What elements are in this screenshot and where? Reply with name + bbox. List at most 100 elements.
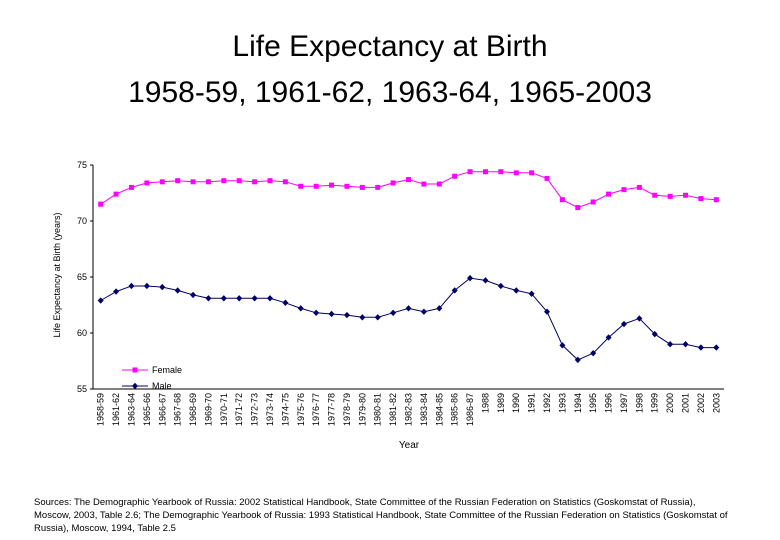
data-point-male xyxy=(605,334,612,341)
data-point-male xyxy=(451,287,458,294)
legend-marker-female xyxy=(132,367,138,373)
data-point-male xyxy=(313,309,320,317)
x-tick-label: 1990 xyxy=(511,393,521,413)
data-point-male xyxy=(482,277,489,284)
x-axis-label: Year xyxy=(399,440,420,451)
x-tick-label: 1985-86 xyxy=(450,393,460,426)
data-point-male xyxy=(174,287,181,294)
x-tick-label: 1968-69 xyxy=(188,393,198,426)
data-point-female xyxy=(205,179,211,185)
x-tick-label: 1958-59 xyxy=(96,393,106,426)
data-point-male xyxy=(113,288,120,295)
data-point-male xyxy=(667,341,674,348)
x-tick-label: 1965-66 xyxy=(142,393,152,426)
data-point-male xyxy=(251,295,258,302)
data-point-female xyxy=(359,184,365,190)
data-point-female xyxy=(621,187,627,193)
x-tick-label: 1991 xyxy=(527,393,537,413)
data-point-female xyxy=(298,183,304,189)
data-point-male xyxy=(236,295,243,302)
data-point-female xyxy=(590,199,596,205)
data-point-male xyxy=(282,299,289,306)
y-tick-label: 60 xyxy=(77,328,87,338)
data-point-male xyxy=(143,282,150,290)
x-tick-label: 1995 xyxy=(588,393,598,413)
x-tick-label: 1966-67 xyxy=(157,393,167,426)
data-point-female xyxy=(467,169,473,175)
data-point-female xyxy=(190,179,196,185)
data-point-male xyxy=(266,295,273,302)
data-point-female xyxy=(498,169,504,175)
data-point-male xyxy=(97,297,104,304)
legend: Female Male xyxy=(122,365,182,391)
data-point-male xyxy=(297,305,304,312)
x-tick-label: 1998 xyxy=(634,393,644,413)
data-point-male xyxy=(436,305,443,312)
data-point-male xyxy=(620,320,627,328)
x-tick-label: 1975-76 xyxy=(296,393,306,426)
data-point-female xyxy=(390,180,396,186)
chart-axes xyxy=(90,164,724,390)
x-tick-label: 1980-81 xyxy=(373,393,383,426)
data-point-male xyxy=(343,311,350,319)
data-point-female xyxy=(452,173,458,179)
y-tick-label: 75 xyxy=(77,160,87,170)
x-tick-labels: 1958-59 1961-62 1963-64 1965-66 1966-67 1967-… xyxy=(96,393,722,426)
x-tick-label: 1986-87 xyxy=(465,393,475,426)
data-point-female xyxy=(713,197,719,203)
data-point-female xyxy=(236,178,242,184)
x-tick-label: 1981-82 xyxy=(388,393,398,426)
x-tick-label: 1963-64 xyxy=(126,393,136,426)
data-point-female xyxy=(406,177,411,183)
chart-title-line1: Life Expectancy at Birth xyxy=(232,30,548,63)
x-tick-label: 1984-85 xyxy=(434,393,444,426)
x-tick-label: 1978-79 xyxy=(342,393,352,426)
data-point-male xyxy=(420,308,427,315)
data-point-female xyxy=(329,182,335,188)
data-point-male xyxy=(651,330,658,338)
x-tick-label: 1972-73 xyxy=(250,393,260,426)
data-point-female xyxy=(344,183,350,189)
data-point-female xyxy=(113,191,119,197)
x-tick-label: 1973-74 xyxy=(265,393,275,426)
data-point-male xyxy=(328,310,335,318)
data-point-female xyxy=(529,170,535,176)
data-point-male xyxy=(713,344,720,351)
data-point-female xyxy=(144,180,150,186)
x-tick-label: 2000 xyxy=(665,393,675,413)
y-tick-label: 55 xyxy=(77,384,87,394)
y-tick-label: 65 xyxy=(77,272,87,282)
data-point-male xyxy=(390,309,397,317)
data-point-female xyxy=(375,184,381,190)
data-point-male xyxy=(205,295,212,302)
data-point-female xyxy=(575,205,581,211)
data-point-male xyxy=(190,291,197,299)
data-point-male xyxy=(513,287,520,294)
data-point-female xyxy=(513,170,519,176)
data-point-male xyxy=(405,305,412,312)
data-point-male xyxy=(220,295,227,302)
x-tick-label: 1979-80 xyxy=(357,393,367,426)
x-tick-label: 1977-78 xyxy=(327,393,337,426)
data-point-female xyxy=(482,169,488,175)
data-point-male xyxy=(359,314,366,321)
x-tick-label: 1989 xyxy=(496,393,506,413)
series-lines xyxy=(100,171,717,361)
series-markers xyxy=(97,169,720,364)
data-point-female xyxy=(267,178,273,184)
data-point-male xyxy=(682,341,689,348)
x-tick-label: 1994 xyxy=(573,393,583,413)
x-tick-label: 2001 xyxy=(681,393,691,413)
data-point-female xyxy=(559,197,565,203)
data-point-female xyxy=(606,191,612,197)
x-tick-label: 1996 xyxy=(604,393,614,413)
x-tick-label: 1983-84 xyxy=(419,393,429,426)
data-point-female xyxy=(636,184,642,190)
data-point-male xyxy=(467,274,474,282)
data-point-female xyxy=(282,179,288,185)
data-point-female xyxy=(128,184,134,190)
x-tick-label: 1971-72 xyxy=(234,393,244,426)
x-tick-label: 1967-68 xyxy=(173,393,183,426)
x-tick-label: 2003 xyxy=(711,393,721,413)
